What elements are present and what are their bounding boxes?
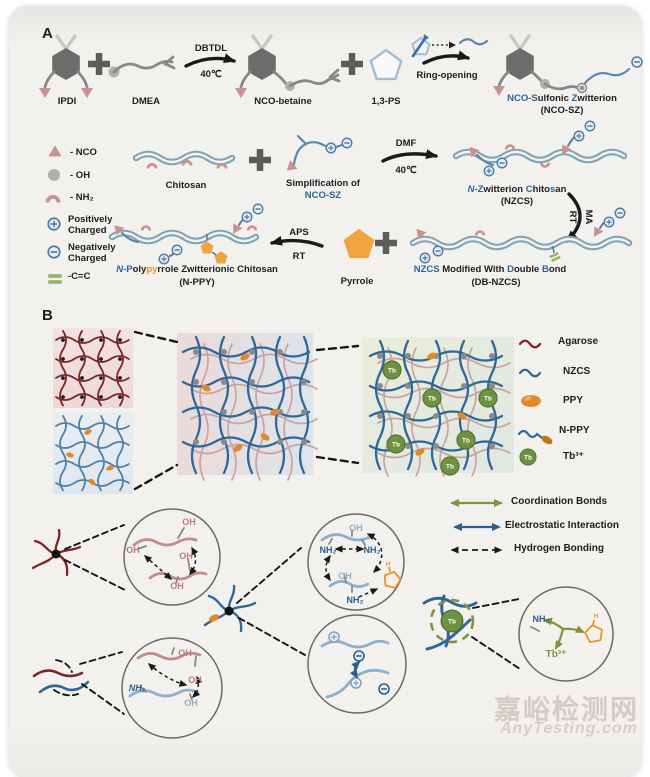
reaction-arrow-2	[422, 50, 470, 65]
nzcs-molecule	[452, 120, 628, 177]
plus-icon	[88, 53, 110, 75]
tb-sphere-label: Tb	[462, 437, 470, 444]
junction-nzcs	[203, 547, 306, 656]
reaction-arrow-3	[381, 149, 438, 163]
reaction-arrow-4	[270, 235, 324, 248]
tb-sphere-label: Tb	[428, 395, 436, 402]
reaction-row-3	[108, 203, 633, 265]
figure-art: Tb Tb Tb Tb Tb Tb Tb	[31, 34, 643, 739]
figure: Tb Tb Tb Tb Tb Tb Tb	[9, 6, 643, 777]
negative-charge-icon	[47, 245, 61, 259]
agarose-icon	[518, 339, 542, 349]
tb-sphere-label: Tb	[388, 367, 396, 374]
propane-sultone-ring	[369, 48, 403, 81]
chitosan-molecule	[132, 150, 236, 169]
tb-sphere-label: Tb	[524, 454, 532, 461]
tb-sphere-label: Tb	[448, 619, 456, 626]
plus-icon	[341, 53, 363, 75]
network-connectors	[133, 330, 360, 491]
nco-sz-simplified	[282, 134, 353, 176]
tb-sphere-label: Tb	[484, 395, 492, 402]
junction-agarose-nzcs	[32, 651, 125, 715]
reaction-row-2	[132, 120, 628, 243]
ppy-icon	[521, 395, 541, 407]
detail-circle-coordination: H	[518, 586, 614, 682]
plus-icon	[249, 149, 271, 171]
ring-opening-icon	[411, 34, 489, 58]
network-agarose	[53, 328, 133, 408]
side-reaction-arrow	[565, 192, 582, 243]
junction-agarose	[31, 524, 126, 591]
detail-circle-electrostatic	[307, 614, 407, 714]
oh-icon	[48, 169, 60, 181]
pyrrole-ring-icon: H	[584, 614, 603, 644]
detail-circle-agarose-nzcs	[121, 637, 223, 739]
tb-sphere-label: Tb	[446, 463, 454, 470]
n-ppy-molecule	[108, 203, 264, 265]
network-combined	[177, 333, 318, 481]
pyrrole-pentagon	[343, 228, 375, 259]
reaction-row-1	[39, 34, 643, 98]
junction-tb: Tb	[422, 594, 521, 670]
positive-charge-icon	[47, 217, 61, 231]
db-nzcs-molecule	[409, 207, 633, 264]
nco-sz-molecule	[493, 34, 643, 96]
plus-icon	[375, 232, 397, 254]
detail-circle-agarose-agarose	[123, 508, 221, 606]
interaction-legend-arrows	[450, 499, 503, 554]
detail-circle-nzcs-nzcs: H	[307, 513, 405, 611]
pyrrole-ring-icon: H	[383, 562, 402, 589]
nzcs-icon	[518, 368, 542, 378]
pyrrole-h-label: H	[594, 614, 598, 620]
pyrrole-h-label: H	[386, 562, 390, 568]
double-bond-icon	[48, 274, 62, 284]
legend-panel-b-icons: Tb	[517, 339, 553, 466]
tb-ions: Tb Tb Tb Tb Tb Tb	[382, 360, 498, 476]
tb-icon: Tb	[519, 448, 537, 466]
symbol-legend-icons	[45, 145, 62, 284]
network-nzcs-ppy	[53, 412, 133, 494]
tb-sphere-label: Tb	[392, 441, 400, 448]
nh2-icon	[45, 194, 61, 203]
reaction-arrow-1	[184, 53, 236, 68]
n-ppy-icon	[517, 429, 553, 445]
network-tb: Tb Tb Tb Tb Tb Tb	[362, 337, 514, 477]
nco-icon	[48, 145, 62, 157]
